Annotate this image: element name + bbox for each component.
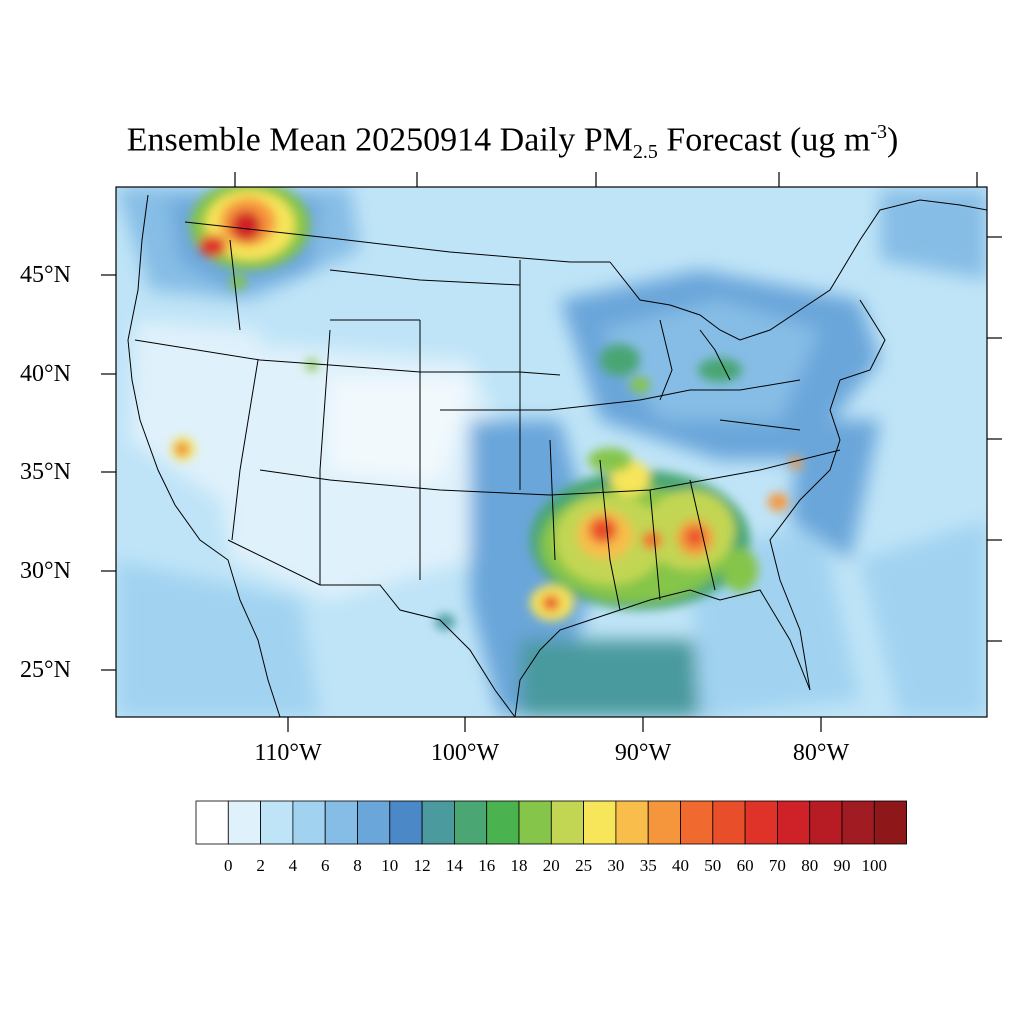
concentration-field <box>116 187 987 717</box>
lon-label-90w: 90°W <box>614 740 672 766</box>
lat-label-35: 35°N <box>20 459 71 485</box>
colorbar-box <box>486 800 520 845</box>
colorbar-label: 50 <box>704 856 722 875</box>
colorbar-label: 100 <box>861 856 888 875</box>
colorbar-label: 14 <box>445 856 463 875</box>
colorbar-label: 80 <box>801 856 819 875</box>
right-ticks <box>987 236 1002 642</box>
northwest-plume <box>171 187 455 630</box>
colorbar-box <box>421 800 455 845</box>
colorbar-box <box>389 800 423 845</box>
colorbar-label: 70 <box>768 856 786 875</box>
colorbar-label: 8 <box>353 856 362 875</box>
colorbar-box <box>550 800 584 845</box>
colorbar-box <box>357 800 391 845</box>
colorbar-box <box>518 800 552 845</box>
map-title: Ensemble Mean 20250914 Daily PM2.5 Forec… <box>126 121 899 164</box>
coastlines-and-borders <box>127 194 987 717</box>
colorbar-label: 60 <box>736 856 754 875</box>
colorbar-box <box>453 800 488 845</box>
colorbar-box <box>227 800 262 845</box>
lon-label-80w: 80°W <box>792 740 850 766</box>
colorbar-label: 4 <box>288 856 298 875</box>
colorbar-label: 0 <box>224 856 233 875</box>
colorbar-box <box>712 800 746 845</box>
colorbar-box <box>841 800 875 845</box>
colorbar-box <box>583 800 617 845</box>
colorbar-label: 35 <box>639 856 657 875</box>
colorbar-box <box>777 800 811 845</box>
lat-label-45: 45°N <box>20 262 71 288</box>
colorbar-label: 12 <box>413 856 431 875</box>
top-ticks <box>234 172 978 187</box>
colorbar-label: 90 <box>833 856 851 875</box>
colorbar-box <box>647 800 681 845</box>
lat-label-25: 25°N <box>20 657 71 683</box>
colorbar-box <box>324 800 358 845</box>
colorbar-label: 18 <box>510 856 528 875</box>
colorbar-box <box>873 800 907 845</box>
colorbar-box <box>680 800 714 845</box>
colorbar-box <box>292 800 326 845</box>
lat-label-40: 40°N <box>20 361 71 387</box>
colorbar-box <box>615 800 649 845</box>
lat-label-30: 30°N <box>20 558 71 584</box>
colorbar-label: 30 <box>607 856 625 875</box>
colorbar-box <box>195 800 229 845</box>
colorbar-label: 25 <box>575 856 593 875</box>
colorbar-box <box>744 800 778 845</box>
colorbar-label: 6 <box>320 856 330 875</box>
southeast-plume <box>530 344 802 621</box>
colorbar-label: 40 <box>672 856 689 875</box>
colorbar-label: 20 <box>542 856 560 875</box>
left-ticks <box>101 274 116 671</box>
lon-label-110w: 110°W <box>254 740 322 766</box>
lon-label-100w: 100°W <box>430 740 500 766</box>
bottom-ticks <box>287 717 822 732</box>
colorbar-box <box>809 800 843 845</box>
colorbar-label: 2 <box>256 856 265 875</box>
colorbar-label: 10 <box>381 856 399 875</box>
colorbar-box <box>260 800 294 845</box>
colorbar-label: 16 <box>478 856 496 875</box>
